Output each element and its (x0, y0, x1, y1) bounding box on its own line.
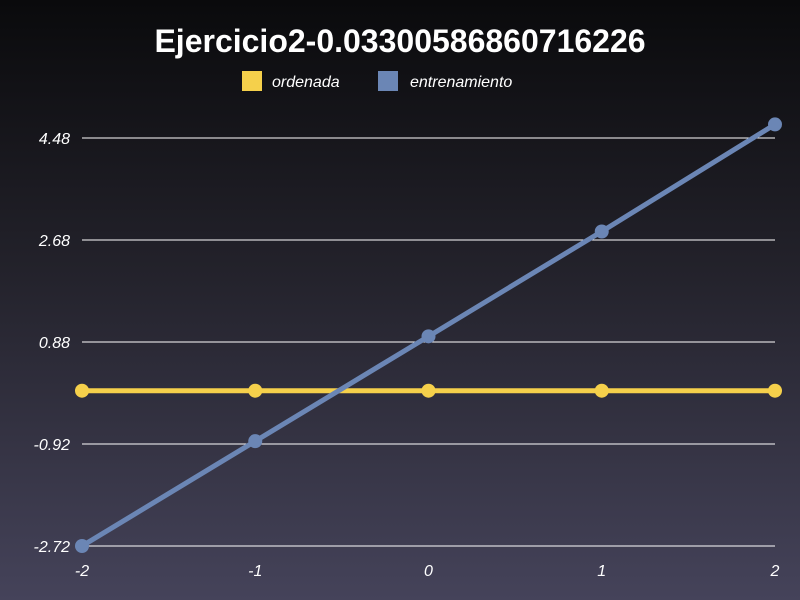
data-point-ordenada (594, 383, 609, 398)
data-point-entrenamiento (75, 539, 89, 553)
series-ordenada (75, 383, 782, 398)
legend-swatch-ordenada (242, 71, 262, 91)
y-tick-label: 2.68 (38, 233, 70, 250)
data-point-entrenamiento (421, 329, 436, 344)
data-point-ordenada (421, 383, 436, 398)
data-point-entrenamiento (768, 117, 782, 132)
y-axis: -2.72 -0.92 0.88 2.68 4.48 (34, 131, 71, 556)
data-point-ordenada (75, 383, 89, 398)
y-tick-label: -2.72 (34, 539, 71, 556)
data-point-ordenada (768, 383, 782, 398)
chart-title: Ejercicio2-0.03300586860716226 (154, 23, 645, 59)
data-point-entrenamiento (248, 434, 263, 449)
x-tick-label: -1 (248, 563, 262, 580)
y-tick-label: 0.88 (39, 335, 70, 352)
data-point-entrenamiento (594, 224, 609, 239)
legend-swatch-entrenamiento (378, 71, 398, 91)
x-tick-label: 2 (770, 563, 780, 580)
legend-label-entrenamiento: entrenamiento (410, 74, 512, 91)
y-tick-label: -0.92 (34, 437, 71, 454)
x-tick-label: 1 (597, 563, 606, 580)
legend-label-ordenada: ordenada (272, 74, 340, 91)
x-tick-label: -2 (75, 563, 89, 580)
data-point-ordenada (248, 383, 263, 398)
series-entrenamiento (75, 117, 782, 553)
x-axis: -2 -1 0 1 2 (75, 563, 780, 580)
series-layer (75, 117, 782, 553)
y-tick-label: 4.48 (39, 131, 70, 148)
x-tick-label: 0 (424, 563, 433, 580)
legend: ordenada entrenamiento (242, 71, 512, 91)
